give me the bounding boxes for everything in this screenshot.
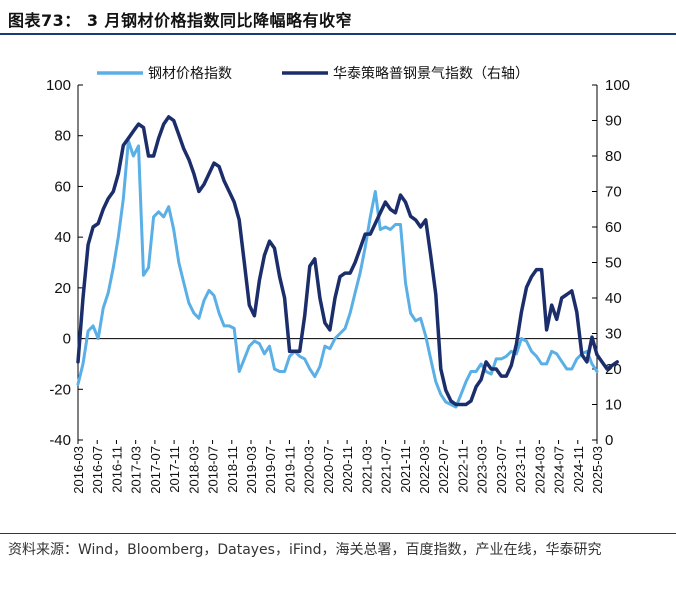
legend-label-2: 华泰策略普钢景气指数（右轴） [333, 65, 529, 82]
y-tick-label: 40 [54, 229, 71, 246]
y2-tick-label: 100 [605, 77, 630, 94]
y2-tick-label: 90 [605, 113, 622, 130]
x-tick-label: 2016-07 [90, 446, 105, 494]
x-tick-label: 2020-07 [321, 446, 336, 494]
x-tick-label: 2022-07 [436, 446, 451, 494]
y2-tick-label: 50 [605, 255, 622, 272]
series-line-2 [76, 115, 619, 407]
y-tick-label: 60 [54, 178, 71, 195]
y-tick-label: 100 [46, 77, 71, 94]
y-tick-label: 0 [63, 331, 71, 348]
y2-tick-label: 10 [605, 397, 622, 414]
y2-tick-label: 80 [605, 148, 622, 165]
y2-tick-label: 40 [605, 290, 622, 307]
y2-tick-label: 60 [605, 219, 622, 236]
x-tick-label: 2016-03 [71, 446, 86, 494]
x-tick-label: 2023-11 [513, 446, 528, 493]
x-tick-label: 2019-07 [263, 446, 278, 494]
x-tick-label: 2018-03 [186, 446, 201, 494]
x-tick-label: 2016-11 [109, 446, 124, 493]
x-tick-label: 2021-07 [379, 446, 394, 494]
x-tick-label: 2017-03 [129, 446, 144, 494]
chart: 100806040200-20-401009080706050403020100… [46, 65, 630, 494]
series-line-1 [76, 139, 599, 409]
x-tick-label: 2019-03 [244, 446, 259, 494]
x-tick-label: 2024-07 [552, 446, 567, 494]
x-tick-label: 2017-11 [167, 446, 182, 493]
x-tick-label: 2023-07 [494, 446, 509, 494]
x-tick-label: 2018-07 [206, 446, 221, 494]
y2-tick-label: 0 [605, 432, 613, 449]
x-tick-label: 2023-03 [475, 446, 490, 494]
y-tick-label: -40 [49, 432, 71, 449]
title-underline [0, 33, 676, 35]
x-tick-label: 2017-07 [148, 446, 163, 494]
y2-tick-label: 20 [605, 361, 622, 378]
x-tick-label: 2022-03 [417, 446, 432, 494]
y-tick-label: 20 [54, 280, 71, 297]
y-tick-label: -20 [49, 381, 71, 398]
y2-tick-label: 70 [605, 184, 622, 201]
source-divider [0, 533, 676, 534]
x-tick-label: 2024-11 [571, 446, 586, 493]
legend-label-1: 钢材价格指数 [148, 66, 232, 82]
x-tick-label: 2018-11 [225, 446, 240, 493]
x-tick-label: 2020-11 [340, 446, 355, 493]
x-tick-label: 2021-03 [359, 446, 374, 494]
x-tick-label: 2024-03 [532, 446, 547, 494]
x-tick-label: 2021-11 [398, 446, 413, 493]
y-tick-label: 80 [54, 128, 71, 145]
figure-title: 图表73： 3 月钢材价格指数同比降幅略有收窄 [8, 11, 353, 30]
x-tick-label: 2020-03 [302, 446, 317, 494]
x-tick-label: 2019-11 [282, 446, 297, 493]
source-note: 资料来源：Wind，Bloomberg，Datayes，iFind，海关总署，百… [8, 542, 602, 558]
x-tick-label: 2022-11 [455, 446, 470, 493]
y2-tick-label: 30 [605, 326, 622, 343]
x-tick-label: 2025-03 [590, 446, 605, 494]
